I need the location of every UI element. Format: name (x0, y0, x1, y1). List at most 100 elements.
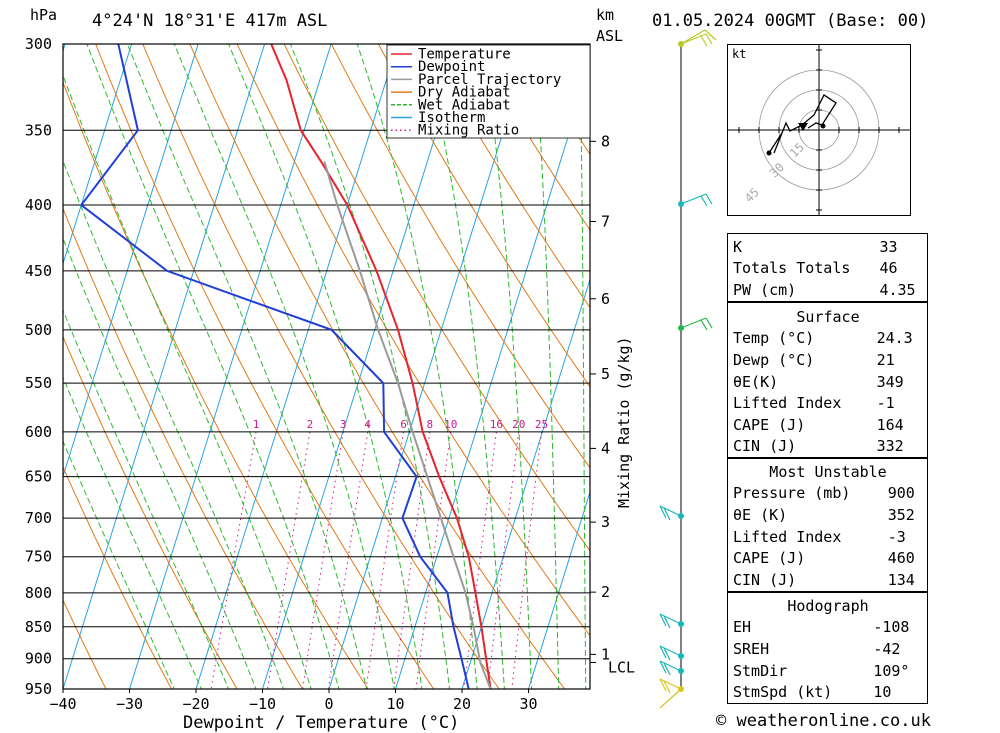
dry-adiabat-line (63, 599, 107, 689)
mixing-ratio-line (365, 431, 404, 689)
dry-adiabat-line (425, 44, 590, 309)
indices-hodograph-box: Hodograph EH -108 SREH -42 StmDir 109° StmS… (727, 592, 928, 704)
wet-adiabat-line (173, 44, 395, 689)
hodograph-unit: kt (732, 47, 746, 61)
dry-adiabat-line (236, 44, 590, 637)
datetime-title: 01.05.2024 00GMT (Base: 00) (652, 11, 929, 31)
pressure-tick-label: 600 (25, 423, 52, 441)
hodograph-title: Hodograph (787, 596, 869, 615)
km-tick-label: 6 (601, 290, 610, 308)
most-unstable-title: Most Unstable (769, 462, 887, 481)
temperature-tick-label: 30 (519, 695, 537, 713)
mixing-ratio-axis-title: Mixing Ratio (g/kg) (615, 336, 633, 508)
wet-adiabat-line (86, 44, 340, 689)
index-value: 24.3 (876, 329, 913, 348)
wet-adiabat-line (63, 159, 285, 689)
wet-adiabat-line (228, 44, 423, 689)
index-value: 332 (876, 437, 904, 456)
dewpoint-series (79, 44, 470, 689)
legend-label: Parcel Trajectory (418, 72, 561, 88)
hpa-label: hPa (30, 6, 58, 24)
index-label: θE(K) (733, 372, 779, 391)
dry-adiabat-line (283, 44, 590, 552)
copyright[interactable]: © weatheronline.co.uk (716, 711, 931, 731)
hodograph-ring-30: 30 (767, 160, 787, 180)
km-tick-label: 7 (601, 213, 610, 231)
storm-motion-marker (798, 123, 808, 131)
indices-surface-table: Surface Temp (°C) 24.3 Dewp (°C) 21 θE(K) 3… (729, 306, 927, 457)
mixing-ratio-label: 8 (426, 418, 433, 431)
mixing-ratio-line (415, 431, 452, 689)
wind-barb (680, 33, 713, 47)
pressure-tick-label: 650 (25, 468, 52, 486)
temperature-tick-label: −10 (249, 695, 276, 713)
dry-adiabat-line (944, 44, 1000, 689)
wind-barb (659, 660, 682, 676)
wet-adiabat-line (422, 44, 505, 689)
index-label: CIN (J) (733, 437, 797, 456)
wet-adiabat-line (579, 44, 587, 689)
mixing-ratio-label: 10 (444, 418, 457, 431)
isotherm-line (395, 65, 590, 689)
index-row: PW (cm) 4.35 (729, 279, 927, 301)
x-axis-title: Dewpoint / Temperature (°C) (183, 713, 459, 733)
mixing-ratio-label: 4 (364, 418, 371, 431)
index-value: 349 (876, 372, 904, 391)
mixing-ratio-line (302, 431, 344, 689)
temperature-tick-label: −40 (49, 695, 76, 713)
legend-label: Wet Adiabat (418, 97, 511, 113)
isotherm-line (328, 44, 532, 689)
index-value: 46 (879, 259, 898, 278)
dry-adiabat-line (142, 44, 500, 689)
pressure-tick-label: 500 (25, 321, 52, 339)
index-value: 33 (879, 237, 898, 256)
mixing-ratio-line (463, 431, 497, 689)
asl-label: ASL (596, 27, 624, 45)
mixing-ratio-line (327, 431, 369, 689)
index-label: Pressure (mb) (733, 484, 851, 503)
wet-adiabat-line (63, 440, 175, 689)
mixing-ratio-label: 3 (340, 418, 347, 431)
km-label: km (596, 6, 615, 24)
legend-label: Dewpoint (418, 59, 485, 75)
index-label: CAPE (J) (733, 549, 806, 568)
pressure-tick-label: 900 (25, 650, 52, 668)
wet-adiabat-line (356, 44, 478, 689)
mixing-ratio-label: 2 (307, 418, 314, 431)
index-value: -42 (873, 639, 901, 658)
km-tick-label: 5 (601, 365, 610, 383)
index-label: Lifted Index (733, 394, 842, 413)
hodograph-ring-45: 45 (742, 185, 762, 205)
indices-general-table: K 33 Totals Totals 46 PW (cm) 4.35 (729, 236, 927, 301)
pressure-tick-label: 300 (25, 35, 52, 53)
km-tick-label: 8 (601, 132, 610, 150)
index-value: -3 (887, 527, 906, 546)
indices-most-unstable-table: Most Unstable Pressure (mb) 900 θE (K) 352… (729, 461, 927, 591)
km-tick-label: 1 (601, 645, 610, 663)
temperature-tick-label: 20 (453, 695, 471, 713)
wind-barb (680, 193, 713, 207)
temperature-tick-label: −20 (182, 695, 209, 713)
mixing-ratio-label: 1 (253, 418, 260, 431)
dry-adiabat-line (63, 81, 369, 689)
isotherm-line (63, 44, 133, 266)
index-label: SREH (733, 639, 770, 658)
index-value: 164 (876, 415, 904, 434)
index-label: StmSpd (kt) (733, 683, 833, 702)
index-label: Temp (°C) (733, 329, 815, 348)
surface-title: Surface (796, 307, 860, 326)
location-title: 4°24'N 18°31'E 417m ASL (92, 11, 328, 31)
legend-label: Isotherm (418, 110, 485, 126)
wind-barb (659, 645, 682, 661)
mixing-ratio-label: 25 (535, 418, 548, 431)
indices-hodograph-table: Hodograph EH -108 SREH -42 StmDir 109° StmS… (729, 595, 927, 703)
isotherm-line (262, 44, 465, 689)
wet-adiabat-line (534, 44, 560, 689)
plot-frame (62, 43, 591, 690)
index-label: CAPE (J) (733, 415, 806, 434)
isotherm-line (461, 277, 590, 689)
index-value: 460 (887, 549, 915, 568)
temperature-tick-label: 0 (324, 695, 333, 713)
mixing-ratio-line (487, 431, 520, 689)
